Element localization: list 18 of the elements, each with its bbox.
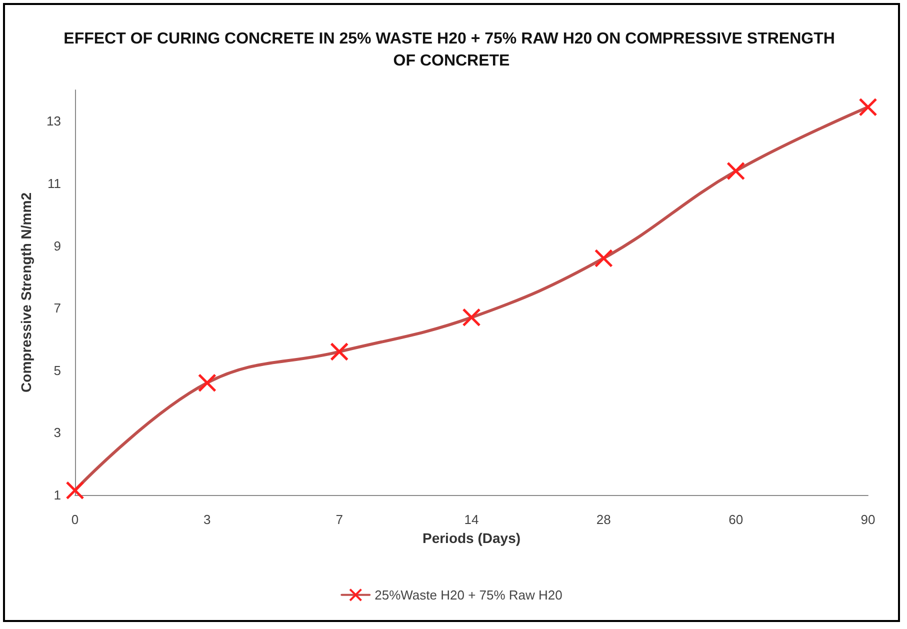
y-tick-label: 7 xyxy=(54,300,61,316)
y-tick-label: 5 xyxy=(54,362,61,378)
legend-label: 25%Waste H20 + 75% Raw H20 xyxy=(374,587,562,602)
x-tick-label: 28 xyxy=(596,512,611,527)
y-tick-label: 13 xyxy=(46,114,61,129)
y-tick-label: 11 xyxy=(48,176,61,191)
y-tick-label: 1 xyxy=(54,488,61,502)
x-tick-label: 60 xyxy=(728,512,744,527)
y-axis-title: Compressive Strength N/mm2 xyxy=(18,192,34,392)
x-tick-label: 3 xyxy=(204,512,211,527)
x-tick-label: 14 xyxy=(464,512,479,527)
x-axis-title: Periods (Days) xyxy=(422,530,521,546)
y-tick-label: 3 xyxy=(54,425,61,440)
chart-title: EFFECT OF CURING CONCRETE IN 25% WASTE H20 + 75% RAW H20 ON COMPRESSIVE STRENGTH OF CONCRETE xyxy=(64,30,840,70)
x-tick-label: 7 xyxy=(336,512,343,527)
x-tick-label: 0 xyxy=(71,512,79,527)
x-tick-label: 90 xyxy=(860,512,876,527)
y-tick-label: 9 xyxy=(54,238,61,254)
